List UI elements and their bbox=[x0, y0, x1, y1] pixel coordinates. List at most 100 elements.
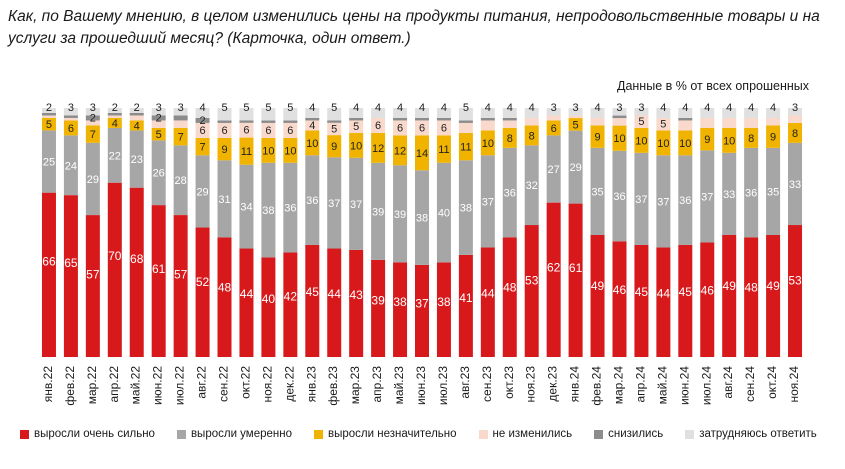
segment-value-label: 8 bbox=[748, 133, 754, 145]
bar-segment bbox=[63, 195, 78, 357]
bar-segment bbox=[612, 241, 627, 357]
segment-value-label: 5 bbox=[156, 129, 162, 141]
bar-segment bbox=[568, 130, 583, 204]
bar-segment bbox=[305, 120, 320, 131]
bar-segment bbox=[63, 120, 78, 136]
segment-value-label: 4 bbox=[200, 102, 206, 114]
x-tick-label: апр.23 bbox=[370, 366, 384, 403]
segment-value-label: 37 bbox=[350, 199, 362, 211]
bar-segment bbox=[700, 242, 715, 357]
bar-segment bbox=[393, 262, 408, 357]
bar-segment bbox=[107, 127, 122, 183]
bar-segment bbox=[261, 120, 276, 123]
chart-title: Как, по Вашему мнению, в целом изменилис… bbox=[8, 8, 820, 47]
bar-segment bbox=[788, 115, 803, 123]
segment-value-label: 38 bbox=[393, 295, 407, 309]
segment-value-label: 7 bbox=[90, 129, 96, 141]
units-note: Данные в % от всех опрошенных bbox=[616, 79, 809, 93]
bar-segment bbox=[107, 115, 122, 118]
segment-value-label: 10 bbox=[482, 138, 494, 150]
bar-segment bbox=[41, 117, 56, 131]
segment-value-label: 8 bbox=[529, 130, 535, 142]
bar-segment bbox=[327, 108, 342, 121]
bar-segment bbox=[656, 108, 671, 118]
bar-segment bbox=[415, 135, 429, 171]
segment-value-label: 52 bbox=[196, 275, 210, 289]
segment-value-label: 10 bbox=[723, 135, 735, 147]
bar-segment bbox=[678, 108, 693, 118]
bar-segment bbox=[349, 108, 364, 118]
x-tick-label: апр.24 bbox=[633, 366, 647, 403]
segment-value-label: 8 bbox=[792, 128, 798, 140]
bar-segment bbox=[239, 108, 254, 121]
bar-segment bbox=[678, 130, 693, 156]
bar-segment bbox=[656, 247, 671, 357]
bar-segment bbox=[393, 135, 408, 166]
segment-value-label: 68 bbox=[130, 252, 144, 266]
segment-value-label: 65 bbox=[64, 256, 78, 270]
bar-segment bbox=[524, 225, 539, 357]
bar-segment bbox=[744, 237, 759, 357]
bar-segment bbox=[436, 120, 451, 136]
bar-segment bbox=[415, 170, 429, 265]
segment-value-label: 4 bbox=[748, 102, 754, 114]
segment-value-label: 9 bbox=[331, 141, 337, 153]
x-tick-label: июн.23 bbox=[414, 366, 428, 405]
segment-value-label: 38 bbox=[416, 213, 428, 225]
segment-value-label: 36 bbox=[613, 191, 625, 203]
bar-segment bbox=[217, 108, 232, 121]
bar-segment bbox=[173, 120, 188, 128]
segment-value-label: 3 bbox=[792, 102, 798, 114]
segment-value-label: 8 bbox=[507, 133, 513, 145]
bar-segment bbox=[612, 108, 627, 116]
segment-value-label: 10 bbox=[306, 138, 318, 150]
segment-value-label: 31 bbox=[218, 194, 230, 206]
bar-segment bbox=[612, 150, 627, 242]
legend-item: не изменились bbox=[478, 428, 573, 440]
segment-value-label: 10 bbox=[350, 140, 362, 152]
legend-label: не изменились bbox=[492, 428, 573, 440]
bar-segment bbox=[502, 147, 517, 238]
segment-value-label: 5 bbox=[221, 102, 227, 114]
bar-segment bbox=[458, 254, 473, 357]
segment-value-label: 10 bbox=[657, 138, 669, 150]
bar-segment bbox=[327, 157, 342, 249]
bar-segment bbox=[502, 117, 517, 121]
segment-value-label: 5 bbox=[265, 102, 271, 114]
segment-value-label: 14 bbox=[416, 148, 428, 160]
segment-value-label: 6 bbox=[68, 123, 74, 135]
segment-value-label: 46 bbox=[701, 284, 715, 298]
bar-segment bbox=[371, 162, 386, 260]
bar-segment bbox=[283, 120, 298, 123]
x-tick-label: фев.24 bbox=[590, 366, 604, 406]
segment-value-label: 5 bbox=[353, 121, 359, 133]
bar-segment bbox=[788, 225, 803, 357]
bar-segment bbox=[283, 162, 298, 253]
bar-segment bbox=[217, 237, 232, 357]
bar-segment bbox=[349, 249, 364, 357]
bar-segment bbox=[656, 155, 671, 248]
bar-segment bbox=[129, 115, 144, 121]
segment-value-label: 11 bbox=[460, 142, 471, 154]
bar-segment bbox=[393, 117, 408, 121]
x-tick-label: ноя.24 bbox=[787, 366, 801, 403]
segment-value-label: 42 bbox=[284, 289, 298, 303]
legend-label: выросли незначительно bbox=[328, 428, 457, 440]
bar-segment bbox=[305, 117, 320, 121]
bar-segment bbox=[415, 264, 429, 357]
legend-label: выросли очень сильно bbox=[34, 428, 155, 440]
bar-segment bbox=[151, 115, 166, 121]
x-tick-label: июл.23 bbox=[436, 366, 450, 405]
bar-segment bbox=[261, 162, 276, 258]
bar-segment bbox=[283, 108, 298, 121]
bar-segment bbox=[305, 130, 320, 156]
bar-segment bbox=[415, 117, 429, 121]
segment-value-label: 5 bbox=[638, 116, 644, 128]
segment-value-label: 9 bbox=[221, 144, 227, 156]
segment-value-label: 49 bbox=[591, 279, 605, 293]
bar-segment bbox=[788, 142, 803, 226]
x-tick-label: фев.22 bbox=[63, 366, 77, 406]
bar-segment bbox=[305, 108, 320, 118]
bar-segment bbox=[590, 147, 605, 235]
bar-segment bbox=[173, 215, 188, 357]
